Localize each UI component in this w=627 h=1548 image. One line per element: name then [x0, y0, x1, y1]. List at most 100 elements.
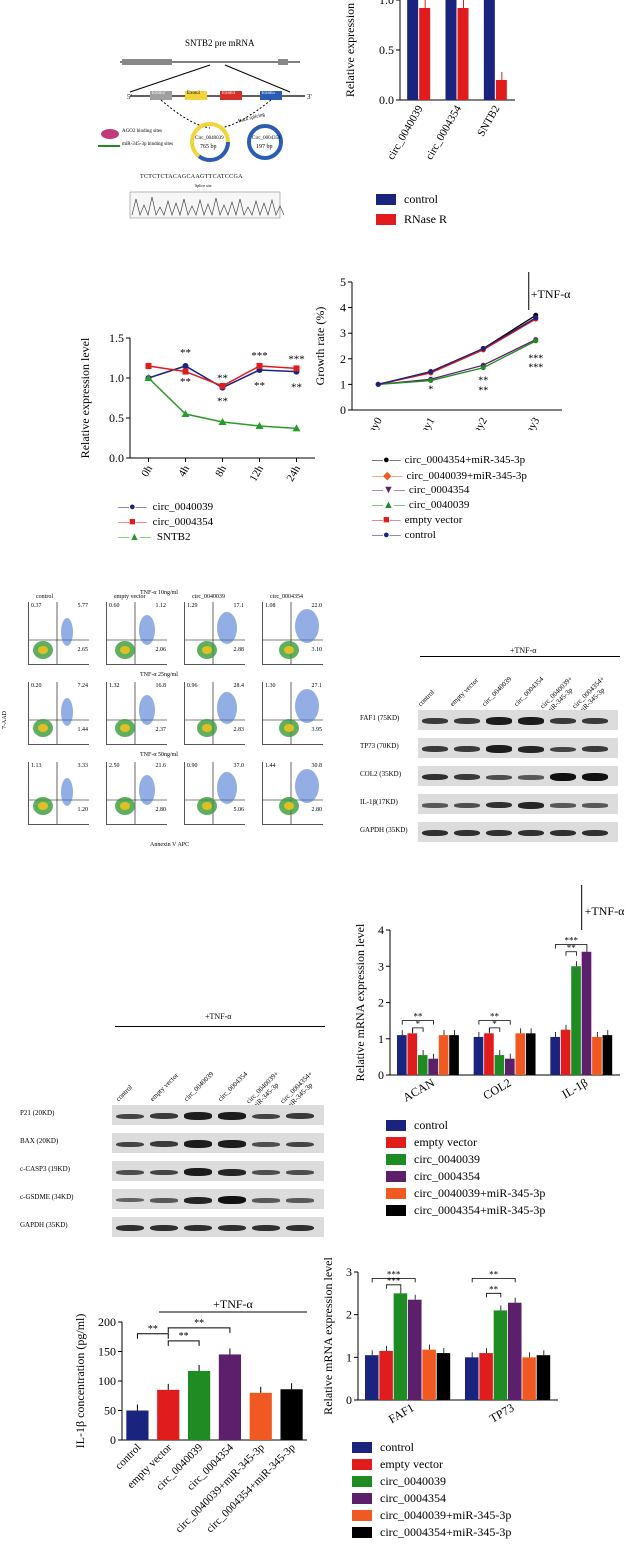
quadrant-value: 2.80	[155, 807, 167, 813]
y-tick-label: 50	[104, 1404, 116, 1418]
bar	[536, 1355, 551, 1400]
x-tick-label: 12h	[247, 463, 266, 484]
significance-star: **	[413, 1012, 423, 1022]
legend-swatch	[376, 194, 396, 205]
quadrant-value: 1.32	[109, 683, 120, 689]
exon4-block	[220, 91, 242, 100]
significance-bracket	[488, 1027, 501, 1032]
apoptotic-cluster	[295, 609, 319, 643]
y-axis-label: Relative expression	[343, 3, 357, 97]
quadrant-value: 3.10	[311, 647, 323, 653]
blot-band	[218, 1196, 246, 1204]
legend-item: circ_0004354+miR-345-3p	[352, 1525, 511, 1540]
legend-item: control	[386, 1118, 448, 1133]
significance-star: **	[254, 380, 265, 392]
legend-marker: —■—	[118, 516, 147, 528]
blot-row-label: c-CASP3 (19KD)	[20, 1165, 70, 1173]
data-point	[428, 369, 434, 375]
blot-band	[286, 1224, 314, 1232]
junction-sequence: TCTCTCTACAGCAAGTTCATCCGA	[140, 174, 243, 180]
flow-plot-svg	[107, 762, 167, 824]
y-tick-label: 2	[378, 996, 384, 1010]
flow-column-label: circ_0040039	[192, 594, 225, 600]
x-tick-label: SNTB2	[475, 104, 502, 139]
blot-strip	[112, 1105, 324, 1125]
blot-band	[150, 1113, 178, 1120]
legend-label: empty vector	[404, 514, 463, 526]
x-tick-label: circ_0040039	[385, 103, 426, 162]
panel-c-chart: 0.0 0.5 1.0 1.5 Relative expression level 0h 4…	[78, 331, 315, 484]
legend-marker: —▼—	[372, 484, 405, 496]
cell-core	[38, 802, 48, 810]
data-point	[292, 424, 301, 432]
blot-band	[518, 775, 544, 780]
blot-row-label: GAPDH (35KD)	[360, 826, 408, 834]
significance-star: ***	[251, 350, 268, 362]
x-tick-label: day3	[521, 415, 542, 430]
blot-band	[454, 802, 480, 808]
bar	[157, 1389, 180, 1440]
x-tick-label: day2	[469, 416, 490, 431]
blot-strip	[418, 822, 618, 842]
cell-core	[38, 646, 48, 654]
flow-plot-svg	[29, 762, 89, 824]
x-tick-label: 4h	[176, 463, 192, 479]
blot-band	[518, 801, 544, 809]
flow-plot-svg	[29, 682, 89, 744]
blot-band	[252, 1141, 280, 1147]
exon2-block	[150, 91, 172, 100]
flow-plot: 30.8 2.80 1.44	[262, 762, 323, 825]
flow-plot-svg	[107, 602, 167, 664]
legend-marker: —●—	[372, 454, 401, 466]
significance-bracket	[486, 1292, 502, 1298]
svg-text:3': 3'	[307, 93, 312, 101]
significance-star: ***	[528, 363, 543, 374]
blot-band	[184, 1168, 212, 1176]
significance-star: ***	[564, 936, 578, 946]
significance-star: **	[478, 375, 488, 386]
blot-band	[518, 829, 544, 837]
flow-plot: 28.4 2.83 0.96	[184, 682, 245, 745]
blot-band	[116, 1113, 144, 1119]
legend-label: control	[414, 1118, 448, 1132]
data-point	[428, 378, 434, 384]
x-tick-label: FAF1	[386, 1400, 416, 1426]
quadrant-value: 7.24	[77, 683, 89, 689]
blot-strip	[112, 1189, 324, 1209]
bar	[508, 1302, 522, 1400]
bar	[187, 1370, 211, 1440]
flow-plot-svg	[263, 682, 323, 744]
blot-band	[518, 745, 544, 753]
significance-bracket	[371, 1278, 416, 1283]
data-point	[533, 338, 539, 344]
flow-plot-svg	[107, 682, 167, 744]
significance-star: **	[478, 386, 488, 397]
quadrant-value: 1.12	[155, 603, 167, 609]
legend-item: circ_0004354	[352, 1491, 446, 1506]
legend-b-rnase: RNase R	[376, 212, 447, 227]
significance-bracket	[167, 1340, 200, 1346]
significance-star: **	[217, 373, 228, 385]
apoptotic-cluster	[217, 772, 237, 804]
legend-swatch	[352, 1476, 372, 1487]
legend-swatch	[386, 1120, 406, 1131]
cell-core	[38, 724, 48, 732]
legend-label: circ_0004354	[408, 484, 470, 496]
blot-band	[582, 718, 608, 725]
legend-label: circ_0040039+miR-345-3p	[380, 1508, 512, 1522]
legend-d-item: —▲— circ_0040039	[372, 499, 469, 511]
bar	[522, 1357, 536, 1400]
quadrant-value: 2.06	[155, 647, 167, 653]
bar	[465, 1357, 479, 1400]
bar	[602, 1035, 613, 1075]
apoptotic-cluster	[61, 698, 73, 726]
significance-bracket	[167, 1327, 231, 1333]
x-tick-label: day1	[416, 416, 437, 431]
significance-bracket	[565, 951, 577, 956]
bar	[419, 8, 431, 100]
legend-marker: —●—	[372, 529, 401, 541]
significance-star: *	[416, 1019, 421, 1029]
data-point	[533, 315, 539, 321]
blot-band	[286, 1141, 314, 1147]
quadrant-value: 17.1	[233, 603, 245, 609]
